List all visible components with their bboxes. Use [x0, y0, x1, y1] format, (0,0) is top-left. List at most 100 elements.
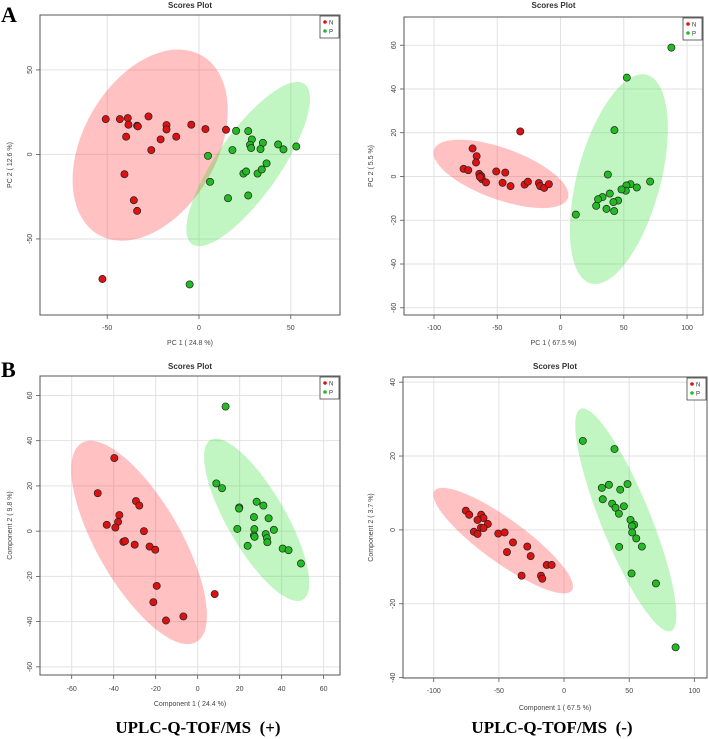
data-point-N	[187, 120, 196, 129]
y-tick-label: 0	[390, 528, 397, 532]
data-point-P	[279, 145, 288, 154]
data-point-P	[637, 542, 646, 551]
data-point-N	[475, 172, 484, 181]
data-point-N	[115, 115, 124, 124]
legend: NP	[319, 376, 340, 400]
data-point-P	[622, 73, 631, 82]
data-point-N	[152, 581, 161, 590]
x-tick-label: 50	[625, 688, 633, 695]
y-tick-label: 50	[27, 66, 34, 74]
data-point-P	[228, 146, 237, 154]
data-point-P	[651, 579, 660, 588]
data-point-N	[482, 178, 490, 187]
x-tick-label: 0	[562, 688, 566, 695]
x-axis-label: PC 1 ( 67.5 %)	[531, 340, 577, 347]
data-point-P	[614, 509, 623, 518]
data-point-N	[494, 529, 503, 538]
scores-plot-4: -100 -50 0 50 100 -40 -20 0 20 40 Scores Plot Compo…	[368, 362, 708, 712]
caption-positive-mode: UPLC-Q-TOF/MS (+)	[115, 718, 281, 737]
data-point-P	[262, 159, 271, 168]
confidence-ellipse-P	[186, 82, 311, 247]
data-point-N	[111, 523, 120, 532]
x-tick-label: -50	[102, 325, 112, 332]
data-point-N	[101, 115, 110, 124]
data-point-P	[646, 177, 655, 186]
x-axis-label: PC 1 ( 24.8 %)	[167, 340, 213, 347]
y-tick-label: -20	[391, 215, 398, 225]
scores-plot-3: -60 -40 -20 0 20 40 60 -60 -40 -20 0 20 40 60 Scores P…	[7, 362, 341, 708]
data-point-P	[243, 541, 252, 550]
data-point-N	[98, 275, 107, 283]
data-point-N	[129, 196, 138, 205]
data-point-P	[628, 528, 637, 537]
y-tick-label: -60	[391, 303, 398, 313]
confidence-ellipse-N	[71, 440, 207, 645]
y-tick-label: -40	[391, 259, 398, 269]
data-point-P	[627, 569, 636, 578]
legend-label-P: P	[696, 392, 700, 398]
legend-label-N: N	[696, 383, 700, 389]
data-point-P	[284, 546, 293, 555]
data-point-P	[274, 140, 283, 149]
data-point-P	[594, 195, 603, 204]
x-tick-label: -50	[494, 688, 504, 695]
data-point-N	[130, 540, 139, 549]
legend-label-P: P	[329, 391, 333, 397]
data-point-N	[210, 590, 219, 598]
x-tick-label: 100	[681, 325, 693, 332]
y-tick-label: -50	[27, 234, 34, 244]
data-point-N	[523, 177, 532, 186]
data-point-P	[269, 525, 278, 534]
data-point-P	[667, 43, 676, 52]
data-point-P	[611, 503, 620, 512]
y-tick-label: -40	[390, 672, 397, 682]
data-point-N	[115, 511, 124, 520]
data-point-P	[609, 198, 618, 207]
legend-marker-N	[690, 382, 694, 386]
data-point-P	[632, 183, 641, 192]
data-point-N	[492, 167, 501, 176]
x-tick-label: 100	[689, 688, 701, 695]
y-tick-label: 0	[27, 152, 34, 156]
data-point-N	[500, 528, 509, 537]
legend: NP	[682, 17, 703, 41]
legend-marker-P	[323, 390, 327, 394]
data-point-N	[93, 489, 102, 498]
x-tick-label: -100	[427, 688, 441, 695]
data-point-P	[619, 502, 628, 511]
data-point-N	[517, 571, 526, 580]
legend-marker-N	[323, 381, 327, 385]
y-tick-label: 40	[391, 85, 398, 93]
data-point-P	[616, 485, 625, 494]
data-point-P	[610, 445, 619, 453]
data-point-P	[623, 480, 632, 489]
data-point-N	[506, 182, 515, 191]
data-point-N	[149, 598, 158, 607]
x-axis-label: Component 1 ( 67.5 %)	[519, 705, 591, 712]
data-point-P	[250, 532, 259, 541]
data-point-P	[605, 189, 614, 198]
chart-title: Scores Plot	[168, 1, 212, 10]
x-tick-label: -40	[109, 686, 119, 693]
data-point-N	[516, 127, 525, 136]
panel-label-b: B	[1, 357, 16, 382]
y-tick-label: 40	[27, 437, 34, 445]
data-point-P	[610, 126, 619, 135]
y-tick-label: 60	[391, 41, 398, 49]
data-point-P	[256, 145, 265, 153]
data-point-N	[133, 122, 142, 131]
data-point-N	[124, 120, 133, 129]
data-point-N	[122, 132, 131, 141]
confidence-ellipse-N	[72, 49, 228, 241]
legend-marker-P	[323, 29, 327, 33]
data-point-P	[224, 194, 232, 203]
data-point-P	[603, 170, 612, 179]
data-point-N	[523, 542, 532, 551]
data-point-N	[156, 135, 165, 144]
scores-plot-1: -50 0 50 -50 0 50 Scores Plot PC 1 ( 24.8 %) PC …	[7, 1, 341, 347]
panel-label-a: A	[1, 2, 17, 27]
data-point-P	[212, 479, 221, 488]
plot-frame	[403, 16, 704, 316]
data-point-N	[498, 178, 507, 187]
data-point-P	[671, 643, 680, 652]
